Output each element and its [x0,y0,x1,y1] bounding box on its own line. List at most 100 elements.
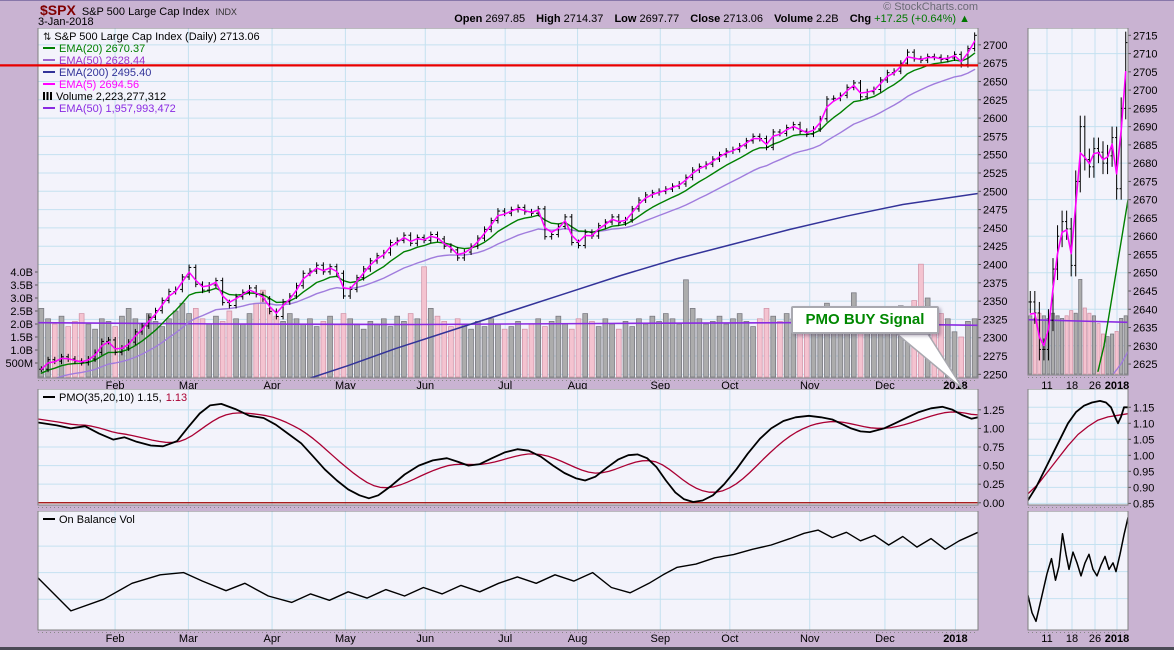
chg-value: +17.25 (+0.64%) [874,13,957,25]
svg-text:18: 18 [1066,633,1078,645]
mini-pmo-chart: 1.15 1.10 1.05 1.00 0.95 0.90 0.85 [1027,389,1154,509]
svg-text:1.15: 1.15 [1133,402,1154,414]
legend-price-row: ⇅ S&P 500 Large Cap Index (Daily) 2713.06 [43,31,260,43]
ema20-swatch [43,47,55,49]
symbol-name: S&P 500 Large Cap Index [81,6,210,18]
stockcharts-copyright-link[interactable]: © StockCharts.com [883,1,978,13]
svg-text:2550: 2550 [983,150,1007,162]
ema5-swatch [43,83,55,85]
chart-date: 3-Jan-2018 [38,16,94,28]
svg-text:2018: 2018 [1105,633,1129,645]
low-label: Low [614,13,637,25]
svg-text:1.0B: 1.0B [10,345,33,357]
svg-text:2635: 2635 [1133,323,1157,335]
svg-text:2675: 2675 [983,58,1007,70]
svg-text:2250: 2250 [983,369,1007,381]
svg-text:2525: 2525 [983,168,1007,180]
chg-label: Chg [849,13,872,25]
price-bars-icon: ⇅ [43,32,52,43]
svg-text:2675: 2675 [1133,176,1157,188]
svg-text:3.5B: 3.5B [10,280,33,292]
obv-swatch [43,518,55,520]
svg-text:Aug: Aug [568,633,588,645]
svg-text:2710: 2710 [1133,49,1157,61]
volume-ema-swatch [43,107,55,109]
chart-title-row: $SPX S&P 500 Large Cap Index INDX [40,2,237,20]
svg-text:2680: 2680 [1133,158,1157,170]
svg-text:2575: 2575 [983,131,1007,143]
symbol-label: $SPX [40,2,76,18]
svg-text:11: 11 [1041,633,1052,645]
svg-text:2475: 2475 [983,205,1007,217]
pmo-swatch [43,396,55,398]
svg-text:2375: 2375 [983,278,1007,290]
svg-text:0.95: 0.95 [1133,466,1154,478]
volume-bars-icon [43,92,52,100]
legend-volume-row: Volume 2,223,277,312 [43,91,260,103]
pmo-signal-value: 1.13 [165,392,188,404]
volume-value: 2.2B [816,13,839,25]
legend-ema5-row: EMA(5) 2694.56 [43,79,260,91]
svg-text:1.5B: 1.5B [10,332,33,344]
svg-text:0.50: 0.50 [983,461,1004,473]
exchange-label: INDX [215,7,237,17]
svg-text:May: May [335,633,356,645]
svg-text:2660: 2660 [1133,231,1157,243]
svg-text:2.5B: 2.5B [10,306,33,318]
svg-text:1.25: 1.25 [983,405,1004,417]
low-value: 2697.77 [639,13,680,25]
legend-ema200-row: EMA(200) 2495.40 [43,67,260,79]
svg-text:2300: 2300 [983,333,1007,345]
svg-text:2670: 2670 [1133,195,1157,207]
svg-text:Nov: Nov [800,633,820,645]
svg-text:2685: 2685 [1133,140,1157,152]
svg-text:2325: 2325 [983,314,1007,326]
legend-price-label: S&P 500 Large Cap Index (Daily) 2713.06 [54,31,260,43]
svg-text:2400: 2400 [983,260,1007,272]
svg-text:11: 11 [1041,380,1052,392]
high-value: 2714.37 [563,13,604,25]
main-chart-legend: ⇅ S&P 500 Large Cap Index (Daily) 2713.06… [43,31,260,115]
svg-text:0.75: 0.75 [983,442,1004,454]
mini-price-chart: 2715 2710 2705 2700 2695 2690 2685 2680 2675 2670… [1027,28,1157,392]
svg-text:Jul: Jul [498,633,512,645]
svg-text:1.00: 1.00 [1133,450,1154,462]
svg-text:2640: 2640 [1133,304,1157,316]
svg-text:Sep: Sep [650,633,670,645]
svg-text:2625: 2625 [983,95,1007,107]
svg-text:4.0B: 4.0B [10,267,33,279]
svg-text:2700: 2700 [983,40,1007,52]
obv-legend: On Balance Vol [43,514,135,526]
svg-text:0.25: 0.25 [983,479,1004,491]
svg-text:1.05: 1.05 [1133,434,1154,446]
svg-text:2350: 2350 [983,296,1007,308]
svg-text:2695: 2695 [1133,103,1157,115]
pmo-buy-signal-callout: PMO BUY Signal [791,306,939,334]
svg-text:1.10: 1.10 [1133,418,1154,430]
svg-text:2.0B: 2.0B [10,319,33,331]
svg-text:2645: 2645 [1133,286,1157,298]
close-value: 2713.06 [723,13,764,25]
svg-text:0.90: 0.90 [1133,482,1154,494]
close-label: Close [690,13,721,25]
svg-text:2690: 2690 [1133,122,1157,134]
legend-volema-row: EMA(50) 1,957,993,472 [43,103,260,115]
pmo-legend-label: PMO(35,20,10) 1.15, [59,392,162,404]
svg-text:2625: 2625 [1133,359,1157,371]
svg-text:26: 26 [1089,633,1101,645]
svg-text:2275: 2275 [983,351,1007,363]
volume-label: Volume [774,13,813,25]
svg-text:2630: 2630 [1133,341,1157,353]
open-label: Open [454,13,483,25]
obv-indicator-chart: Feb Mar Apr May Jun Jul Aug Sep Oct Nov Dec 2018 [37,511,979,645]
svg-text:Oct: Oct [721,633,738,645]
svg-text:2715: 2715 [1133,30,1157,42]
svg-text:2500: 2500 [983,186,1007,198]
bottom-border [0,647,1174,650]
svg-text:2700: 2700 [1133,85,1157,97]
svg-text:0.00: 0.00 [983,498,1004,509]
svg-text:Mar: Mar [179,633,198,645]
high-label: High [536,13,561,25]
svg-text:2705: 2705 [1133,67,1157,79]
